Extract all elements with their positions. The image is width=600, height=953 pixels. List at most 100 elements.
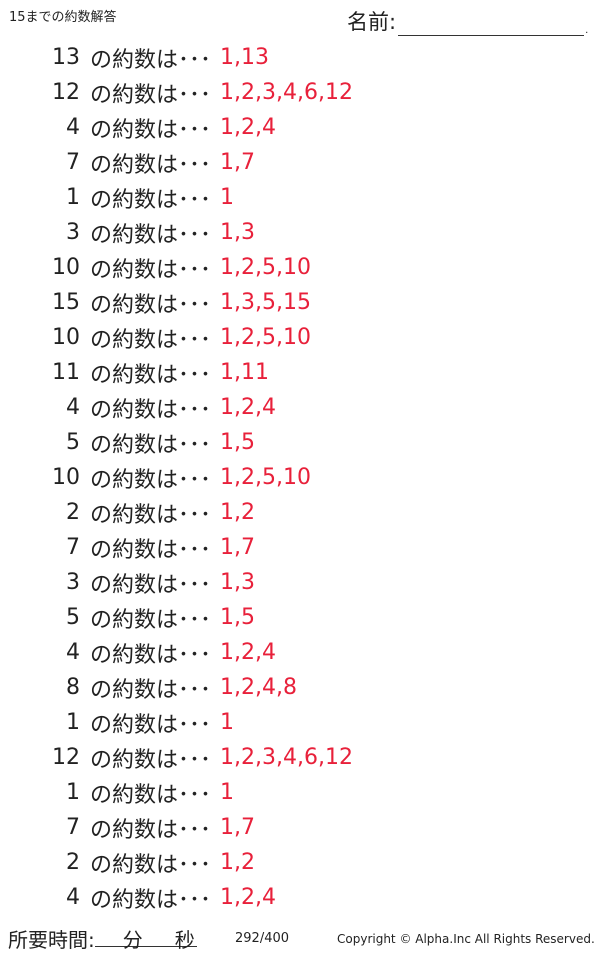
- question-row: 1 の約数は･･･ 1: [0, 705, 600, 740]
- question-row: 7 の約数は･･･ 1,7: [0, 145, 600, 180]
- question-row: 11 の約数は･･･ 1,11: [0, 355, 600, 390]
- question-row: 4 の約数は･･･ 1,2,4: [0, 635, 600, 670]
- question-text: の約数は･･･: [90, 782, 212, 808]
- question-row: 10 の約数は･･･ 1,2,5,10: [0, 250, 600, 285]
- question-row: 7 の約数は･･･ 1,7: [0, 530, 600, 565]
- question-number: 4: [66, 640, 80, 665]
- question-row: 12 の約数は･･･ 1,2,3,4,6,12: [0, 75, 600, 110]
- answer: 1: [220, 185, 234, 210]
- question-row: 5 の約数は･･･ 1,5: [0, 425, 600, 460]
- answer: 1,2,3,4,6,12: [220, 745, 353, 770]
- name-end: .: [585, 25, 589, 36]
- answer: 1,2: [220, 500, 255, 525]
- time-field: 所要時間: 分 秒: [8, 924, 197, 953]
- question-text: の約数は･･･: [90, 642, 212, 668]
- question-text: の約数は･･･: [90, 222, 212, 248]
- answer: 1,2,4,8: [220, 675, 297, 700]
- question-text: の約数は･･･: [90, 887, 212, 913]
- question-row: 3 の約数は･･･ 1,3: [0, 565, 600, 600]
- question-row: 13 の約数は･･･ 1,13: [0, 40, 600, 75]
- question-number: 12: [52, 745, 80, 770]
- question-number: 8: [66, 675, 80, 700]
- answer: 1,2,4: [220, 395, 276, 420]
- question-row: 2 の約数は･･･ 1,2: [0, 845, 600, 880]
- minutes-label: 分: [122, 928, 143, 952]
- question-number: 10: [52, 465, 80, 490]
- footer: 所要時間: 分 秒 292/400 Copyright © Alpha.Inc …: [0, 924, 600, 952]
- question-row: 1 の約数は･･･ 1: [0, 775, 600, 810]
- question-row: 4 の約数は･･･ 1,2,4: [0, 390, 600, 425]
- question-row: 4 の約数は･･･ 1,2,4: [0, 880, 600, 915]
- question-text: の約数は･･･: [90, 257, 212, 283]
- copyright: Copyright © Alpha.Inc All Rights Reserve…: [337, 932, 595, 946]
- question-text: の約数は･･･: [90, 432, 212, 458]
- answer: 1,3,5,15: [220, 290, 311, 315]
- answer: 1: [220, 710, 234, 735]
- question-text: の約数は･･･: [90, 572, 212, 598]
- answer: 1,3: [220, 220, 255, 245]
- question-text: の約数は･･･: [90, 677, 212, 703]
- question-row: 10 の約数は･･･ 1,2,5,10: [0, 460, 600, 495]
- question-text: の約数は･･･: [90, 502, 212, 528]
- question-text: の約数は･･･: [90, 117, 212, 143]
- question-text: の約数は･･･: [90, 152, 212, 178]
- question-row: 10 の約数は･･･ 1,2,5,10: [0, 320, 600, 355]
- question-row: 15 の約数は･･･ 1,3,5,15: [0, 285, 600, 320]
- question-number: 1: [66, 185, 80, 210]
- answer: 1,7: [220, 815, 255, 840]
- answer: 1,2,5,10: [220, 465, 311, 490]
- question-number: 7: [66, 150, 80, 175]
- question-row: 2 の約数は･･･ 1,2: [0, 495, 600, 530]
- question-text: の約数は･･･: [90, 852, 212, 878]
- page-number: 292/400: [235, 931, 290, 946]
- seconds-label: 秒: [174, 928, 195, 952]
- question-number: 10: [52, 325, 80, 350]
- question-text: の約数は･･･: [90, 712, 212, 738]
- question-row: 7 の約数は･･･ 1,7: [0, 810, 600, 845]
- question-text: の約数は･･･: [90, 47, 212, 73]
- answer: 1,2,5,10: [220, 325, 311, 350]
- question-row: 8 の約数は･･･ 1,2,4,8: [0, 670, 600, 705]
- answer: 1,13: [220, 45, 269, 70]
- answer: 1,7: [220, 535, 255, 560]
- question-number: 7: [66, 815, 80, 840]
- worksheet-title: 15までの約数解答: [9, 10, 117, 25]
- question-number: 4: [66, 395, 80, 420]
- question-number: 10: [52, 255, 80, 280]
- question-number: 4: [66, 885, 80, 910]
- question-text: の約数は･･･: [90, 817, 212, 843]
- question-text: の約数は･･･: [90, 82, 212, 108]
- question-number: 13: [52, 45, 80, 70]
- question-number: 5: [66, 430, 80, 455]
- question-number: 12: [52, 80, 80, 105]
- answer: 1,5: [220, 605, 255, 630]
- name-blank: [398, 15, 585, 36]
- answer: 1,2: [220, 850, 255, 875]
- question-text: の約数は･･･: [90, 537, 212, 563]
- question-number: 1: [66, 780, 80, 805]
- question-number: 1: [66, 710, 80, 735]
- question-text: の約数は･･･: [90, 467, 212, 493]
- question-text: の約数は･･･: [90, 747, 212, 773]
- answer: 1,5: [220, 430, 255, 455]
- question-text: の約数は･･･: [90, 327, 212, 353]
- question-text: の約数は･･･: [90, 607, 212, 633]
- question-number: 7: [66, 535, 80, 560]
- name-field: 名前: .: [347, 6, 588, 36]
- question-number: 11: [52, 360, 80, 385]
- question-number: 2: [66, 850, 80, 875]
- question-number: 4: [66, 115, 80, 140]
- answer: 1,2,5,10: [220, 255, 311, 280]
- question-text: の約数は･･･: [90, 292, 212, 318]
- question-number: 2: [66, 500, 80, 525]
- answer: 1,2,4: [220, 885, 276, 910]
- question-text: の約数は･･･: [90, 187, 212, 213]
- answer: 1,2,4: [220, 640, 276, 665]
- question-number: 15: [52, 290, 80, 315]
- question-text: の約数は･･･: [90, 362, 212, 388]
- time-label: 所要時間:: [8, 928, 95, 952]
- answer: 1,2,4: [220, 115, 276, 140]
- question-row: 1 の約数は･･･ 1: [0, 180, 600, 215]
- name-label: 名前:: [347, 10, 397, 34]
- question-row: 4 の約数は･･･ 1,2,4: [0, 110, 600, 145]
